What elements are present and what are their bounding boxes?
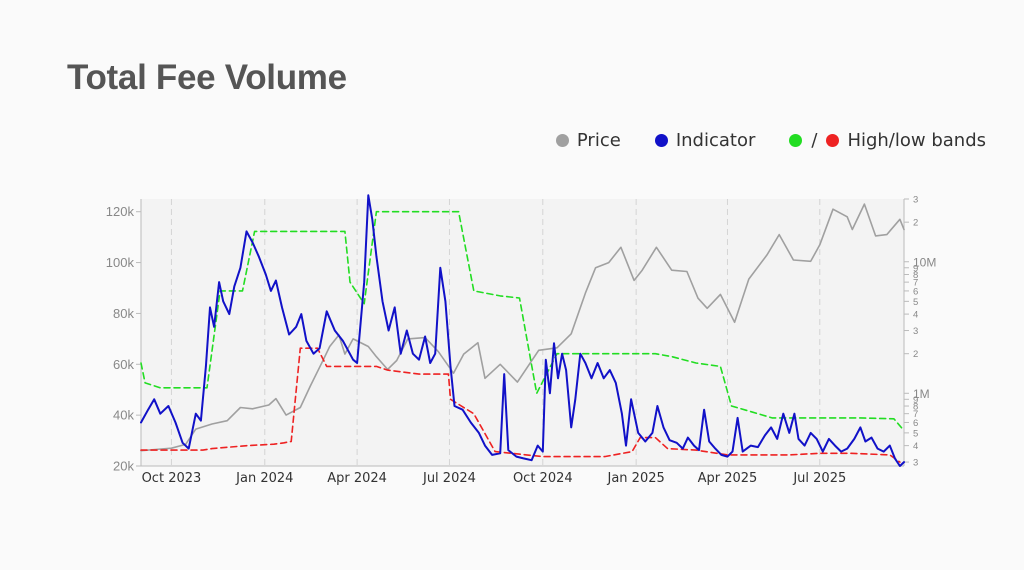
legend-label-price: Price: [576, 130, 621, 151]
y-left-tick-label: 60k: [113, 357, 134, 372]
y-left-tick-label: 40k: [113, 408, 134, 423]
y-left-tick-label: 100k: [106, 255, 135, 270]
chart-legend: Price Indicator / High/low bands: [555, 130, 986, 151]
low-band-line: [140, 347, 901, 463]
legend-label-bands: High/low bands: [847, 130, 986, 151]
x-tick-label: Oct 2023: [142, 471, 202, 486]
high-band-line: [140, 210, 905, 432]
y-right-tick-label: 7: [913, 409, 918, 420]
price-line: [140, 203, 905, 452]
y-right-tick-label: 7: [913, 278, 918, 289]
indicator-dot-icon: [654, 134, 668, 147]
legend-label-indicator: Indicator: [675, 130, 756, 151]
x-tick-label: Jul 2024: [422, 471, 476, 486]
y-right-tick-label: 9: [913, 263, 918, 274]
x-tick-label: Oct 2024: [513, 471, 573, 486]
y-right-tick-label: 3: [913, 326, 918, 337]
x-tick-label: Apr 2024: [327, 471, 387, 486]
y-left-tick-label: 20k: [113, 459, 134, 474]
y-right-tick-label: 6: [913, 286, 918, 297]
x-tick-label: Apr 2025: [698, 471, 758, 486]
indicator-line: [140, 194, 905, 467]
y-right-tick-label: 2: [913, 218, 918, 229]
y-right-tick-label: 3: [913, 458, 918, 469]
chart-title: Total Fee Volume: [67, 58, 347, 97]
y-right-tick-label: 4: [913, 310, 918, 321]
plot-area: [141, 199, 904, 466]
legend-item-price[interactable]: Price: [555, 130, 621, 151]
x-tick-label: Jul 2025: [792, 471, 846, 486]
legend-separator: /: [811, 130, 818, 151]
x-tick-label: Jan 2024: [235, 471, 293, 486]
y-right-tick-label: 9: [913, 395, 918, 406]
y-right-tick-label: 2: [913, 349, 918, 360]
legend-item-indicator[interactable]: Indicator: [654, 130, 756, 151]
price-dot-icon: [555, 134, 569, 147]
y-right-tick-label: 10M: [913, 255, 936, 269]
legend-item-bands[interactable]: / High/low bands: [789, 130, 986, 151]
y-right-tick-label: 6: [913, 418, 918, 429]
y-right-tick-label: 8: [913, 402, 918, 413]
y-left-tick-label: 120k: [106, 204, 135, 219]
low-band-dot-icon: [826, 134, 840, 147]
y-right-tick-label: 5: [913, 428, 918, 439]
y-right-tick-label: 5: [913, 297, 918, 308]
y-right-tick-label: 4: [913, 441, 918, 452]
y-left-tick-label: 80k: [113, 306, 134, 321]
x-tick-label: Jan 2025: [607, 471, 665, 486]
y-right-tick-label: 3: [913, 195, 918, 206]
y-right-tick-label: 1M: [913, 387, 930, 401]
high-band-dot-icon: [789, 134, 803, 147]
y-right-tick-label: 8: [913, 270, 918, 281]
